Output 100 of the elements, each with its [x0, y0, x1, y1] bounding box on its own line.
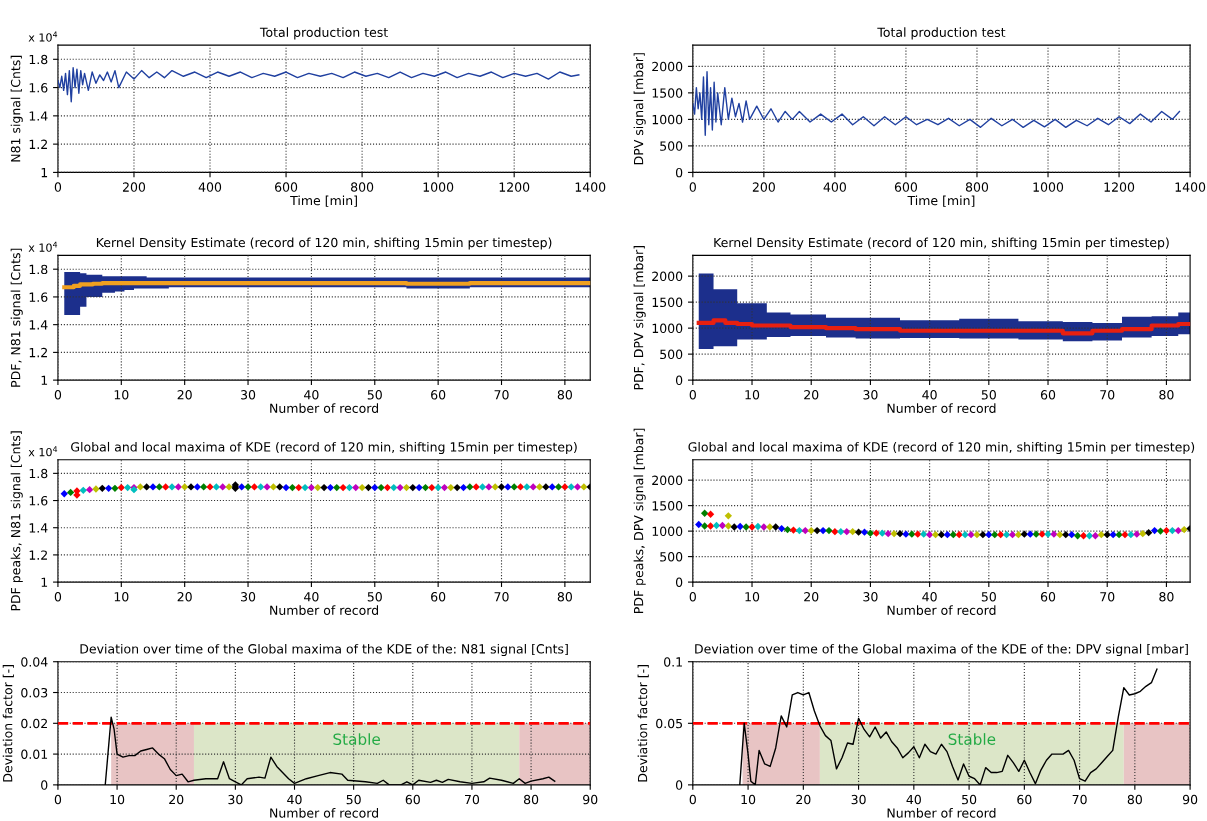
y-tick-label: 1000 [652, 526, 683, 537]
y-tick-label: 1.8 [29, 468, 48, 479]
y-tick-label: 1.2 [29, 550, 47, 560]
x-tick-label: 1200 [499, 182, 530, 192]
x-tick-label: 40 [922, 390, 937, 400]
x-tick-label: 0 [54, 592, 62, 602]
y-tick-label: 1.2 [29, 139, 47, 149]
x-tick-label: 400 [198, 182, 222, 192]
x-tick-label: 200 [122, 182, 146, 192]
x-tick-label: 0 [689, 794, 696, 805]
x-tick-label: 50 [367, 592, 382, 602]
y-tick-label: 1.6 [29, 83, 48, 93]
chart-title: Total production test [877, 27, 1006, 40]
x-tick-label: 0 [689, 182, 696, 192]
y-tick-label: 1.4 [29, 111, 48, 121]
y-tick-label: 0 [675, 375, 683, 386]
x-tick-label: 200 [752, 182, 775, 192]
x-tick-label: 1400 [1175, 182, 1206, 192]
x-tick-label: 10 [114, 390, 129, 400]
x-tick-label: 0 [54, 390, 62, 400]
y-tick-label: 0 [675, 577, 683, 588]
x-axis-title: Time [min] [907, 195, 975, 207]
y-tick-label: 1.4 [29, 523, 48, 533]
x-tick-label: 70 [494, 390, 509, 400]
x-tick-label: 40 [906, 794, 921, 805]
y-axis-title: PDF, N81 signal [Cnts] [10, 248, 23, 387]
x-tick-label: 80 [557, 592, 572, 602]
x-tick-label: 0 [689, 592, 696, 602]
y-tick-label: 0 [675, 780, 683, 790]
x-tick-label: 70 [1072, 794, 1087, 805]
x-axis-title: Number of record [887, 808, 996, 818]
x-tick-label: 60 [1040, 390, 1056, 400]
y-tick-label: 500 [660, 349, 683, 360]
x-tick-label: 20 [804, 390, 819, 400]
y-tick-label: 0.05 [656, 718, 682, 729]
x-tick-label: 30 [851, 794, 866, 805]
x-tick-label: 30 [241, 592, 256, 602]
y-tick-label: 1500 [652, 297, 683, 308]
y-tick-label: 1.8 [29, 264, 48, 275]
x-tick-label: 10 [745, 592, 760, 602]
y-tick-label: 1 [41, 577, 48, 587]
y-axis-title: Deviation factor [-] [2, 665, 14, 782]
y-tick-label: 1.6 [29, 496, 48, 506]
y-tick-label: 1.8 [29, 54, 48, 65]
x-tick-label: 50 [981, 390, 996, 400]
y-tick-label: 1500 [652, 88, 683, 98]
x-tick-label: 50 [962, 794, 977, 805]
x-tick-label: 60 [405, 794, 420, 805]
y-tick-label: 0 [675, 167, 683, 178]
chart-title: Deviation over time of the Global maxima of the KDE of the: N81 signal [Cnts] [80, 643, 568, 656]
y-axis-title: PDF, DPV signal [mbar] [633, 246, 646, 390]
x-tick-label: 800 [351, 182, 374, 192]
x-tick-label: 80 [1159, 390, 1174, 400]
y-tick-label: 500 [660, 552, 683, 562]
x-tick-label: 1000 [423, 182, 454, 192]
y-tick-label: 1000 [652, 114, 683, 125]
y-tick-label: 0.02 [21, 718, 47, 729]
x-axis-title: Number of record [270, 808, 379, 818]
x-tick-label: 10 [114, 592, 129, 602]
x-tick-label: 10 [110, 794, 125, 805]
x-axis-title: Number of record [887, 605, 996, 615]
x-tick-label: 10 [741, 794, 756, 805]
x-tick-label: 40 [304, 592, 319, 602]
y-tick-label: 1.4 [29, 320, 48, 330]
y-axis-title: PDF peaks, N81 signal [Cnts] [10, 431, 23, 611]
x-tick-label: 30 [863, 592, 878, 602]
text: x 10$^{4}$ [28, 31, 58, 42]
x-tick-label: 20 [804, 592, 819, 602]
y-tick-label: 2000 [652, 475, 683, 486]
x-tick-label: 600 [894, 182, 918, 192]
x-tick-label: 20 [177, 390, 192, 400]
y-axis-title: PDF peaks, DPV signal [mbar] [633, 428, 646, 613]
x-tick-label: 80 [1159, 592, 1174, 602]
x-tick-label: 70 [465, 794, 480, 805]
y-tick-label: 500 [660, 141, 683, 151]
chart-title: Global and local maxima of KDE (record of 120 min, shifting 15min per timestep) [688, 441, 1195, 455]
x-tick-label: 800 [965, 182, 989, 192]
chart-title: Deviation over time of the Global maxima of the KDE of the: DPV signal [mbar] [695, 643, 1188, 656]
x-tick-label: 80 [557, 390, 572, 400]
x-tick-label: 40 [287, 794, 302, 805]
chart-title: Total production test [259, 27, 388, 40]
x-tick-label: 40 [922, 592, 937, 602]
y-tick-label: 2000 [652, 271, 683, 282]
y-tick-label: 0.01 [21, 749, 48, 760]
text: x 10$^{4}$ [28, 446, 58, 457]
y-tick-label: 1.2 [29, 347, 47, 358]
x-axis-title: Number of record [270, 403, 379, 414]
x-tick-label: 30 [241, 390, 256, 400]
x-tick-label: 70 [494, 592, 509, 602]
y-tick-label: 2000 [652, 61, 683, 72]
y-tick-label: 0.03 [21, 687, 48, 698]
x-tick-label: 70 [1100, 592, 1115, 602]
text: x 10$^{4}$ [28, 241, 58, 252]
x-axis-title: Time [min] [290, 195, 357, 207]
y-tick-label: 1500 [652, 501, 683, 511]
y-tick-label: 1 [41, 375, 48, 385]
x-tick-label: 60 [1040, 592, 1056, 602]
x-tick-label: 400 [823, 182, 846, 192]
y-axis-title: DPV signal [mbar] [633, 53, 646, 165]
x-tick-label: 70 [1100, 390, 1115, 400]
